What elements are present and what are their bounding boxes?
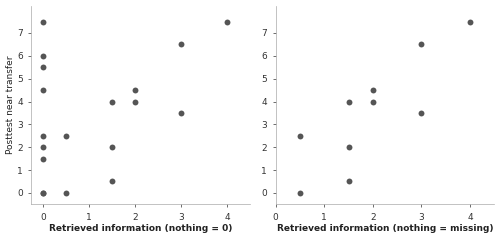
Point (39, 191, 47, 195)
Point (369, 100, 377, 103)
Point (62, 191, 70, 195)
X-axis label: Retrieved information (nothing = 0): Retrieved information (nothing = 0) (49, 224, 232, 234)
Point (466, 20, 474, 23)
Point (177, 111, 185, 115)
Point (39, 88, 47, 92)
Point (418, 111, 426, 115)
Point (369, 88, 377, 92)
Point (344, 145, 352, 149)
Point (39, 191, 47, 195)
Point (39, 134, 47, 138)
Point (344, 179, 352, 183)
Y-axis label: Posttest near transfer: Posttest near transfer (6, 56, 15, 154)
Point (296, 191, 304, 195)
Point (62, 134, 70, 138)
X-axis label: Retrieved information (nothing = missing): Retrieved information (nothing = missing… (276, 224, 493, 234)
Point (39, 157, 47, 161)
Point (131, 88, 139, 92)
Point (108, 145, 116, 149)
Point (131, 100, 139, 103)
Point (344, 100, 352, 103)
Point (418, 43, 426, 46)
Point (39, 54, 47, 58)
Point (39, 65, 47, 69)
Point (39, 20, 47, 23)
Point (177, 43, 185, 46)
Point (296, 134, 304, 138)
Point (108, 179, 116, 183)
Point (108, 100, 116, 103)
Point (39, 145, 47, 149)
Point (224, 20, 232, 23)
